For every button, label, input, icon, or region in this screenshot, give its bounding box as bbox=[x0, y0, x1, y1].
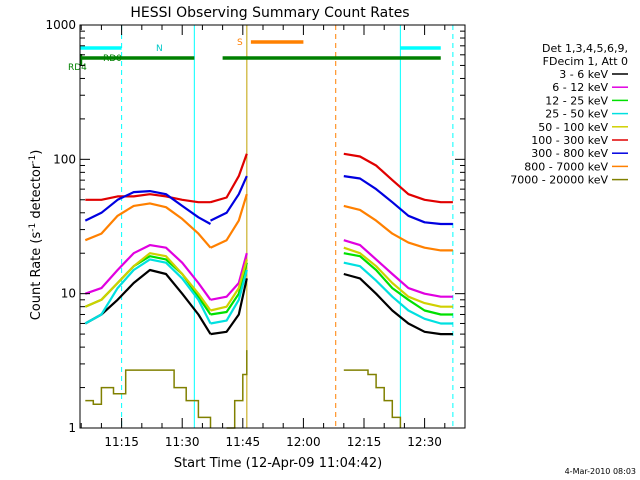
y-axis-label: Count Rate (s-1 detector-1) bbox=[28, 150, 44, 321]
flag-label-rd4: RD4 bbox=[68, 63, 87, 73]
series-line-4-seg-2 bbox=[210, 269, 248, 325]
plot-frame bbox=[79, 24, 466, 429]
series-line-2-seg-3 bbox=[343, 239, 453, 298]
series-line-6-seg-1 bbox=[85, 193, 211, 204]
series-line-1-seg-1 bbox=[84, 268, 212, 335]
series-line-7-seg-2 bbox=[210, 175, 248, 222]
x-tick-label-1: 11:15 bbox=[104, 435, 139, 449]
series-line-8-seg-3 bbox=[343, 204, 453, 252]
legend-label-4: 25 - 50 keV bbox=[545, 108, 608, 121]
series-line-6-seg-2 bbox=[210, 153, 248, 204]
chart-title: HESSI Observing Summary Count Rates bbox=[130, 5, 409, 21]
x-tick-label-6: 12:30 bbox=[407, 435, 442, 449]
flag-label-rd0: RD0 bbox=[103, 54, 122, 64]
series-line-3-seg-2 bbox=[210, 262, 248, 316]
series-line-6-seg-3 bbox=[343, 152, 453, 204]
legend-label-5: 50 - 100 keV bbox=[538, 121, 608, 134]
x-tick-label-2: 11:30 bbox=[165, 435, 200, 449]
legend-label-6: 100 - 300 keV bbox=[531, 134, 608, 147]
flag-label-s: S bbox=[237, 38, 243, 48]
series-line-1-seg-2 bbox=[210, 278, 248, 336]
series-line-8-seg-1 bbox=[84, 202, 212, 249]
series-line-4-seg-1 bbox=[84, 258, 212, 325]
x-tick-label-4: 12:00 bbox=[286, 435, 321, 449]
flag-label-n: N bbox=[156, 44, 163, 54]
series-line-9-seg-2 bbox=[226, 350, 248, 429]
legend-label-1: 3 - 6 keV bbox=[559, 68, 608, 81]
series-line-9-seg-1 bbox=[85, 369, 212, 428]
series-line-8-seg-2 bbox=[210, 193, 248, 249]
footer-timestamp: 4-Mar-2010 08:03 bbox=[565, 467, 636, 476]
series-line-5-seg-3 bbox=[343, 246, 453, 308]
x-axis-label: Start Time (12-Apr-09 11:04:42) bbox=[174, 456, 382, 471]
x-tick-label-3: 11:45 bbox=[226, 435, 261, 449]
series-line-5-seg-2 bbox=[210, 259, 248, 312]
series-line-5-seg-1 bbox=[84, 252, 212, 312]
series-line-1-seg-3 bbox=[343, 272, 453, 336]
plot-area: N RD0 RD4 S bbox=[68, 25, 454, 429]
legend-label-2: 6 - 12 keV bbox=[552, 81, 608, 94]
series-line-2-seg-2 bbox=[210, 252, 248, 301]
legend-header-1: Det 1,3,4,5,6,9, bbox=[542, 42, 628, 55]
legend-label-9: 7000 - 20000 keV bbox=[510, 174, 608, 187]
series-line-9-seg-3 bbox=[343, 369, 402, 428]
series-line-4-seg-3 bbox=[343, 261, 453, 325]
x-tick-label-5: 12:15 bbox=[347, 435, 382, 449]
legend-label-7: 300 - 800 keV bbox=[531, 147, 608, 160]
series-line-7-seg-1 bbox=[84, 190, 212, 225]
legend-header-2: FDecim 1, Att 0 bbox=[543, 55, 628, 68]
y-tick-label-2: 10 bbox=[61, 287, 76, 301]
y-tick-label-3: 100 bbox=[53, 152, 76, 166]
legend-label-8: 800 - 7000 keV bbox=[524, 160, 608, 173]
series-line-3-seg-3 bbox=[343, 252, 453, 316]
legend-label-3: 12 - 25 keV bbox=[545, 94, 608, 107]
axes: 1 10 100 1000 11:15 11:30 11:45 12:00 12:15 12:30 bbox=[45, 18, 466, 449]
y-tick-label-1: 1 bbox=[68, 421, 76, 435]
series-line-7-seg-3 bbox=[343, 175, 453, 226]
legend: Det 1,3,4,5,6,9,FDecim 1, Att 03 - 6 keV… bbox=[510, 42, 628, 187]
series-line-2-seg-1 bbox=[84, 244, 212, 301]
y-tick-label-4: 1000 bbox=[45, 18, 76, 32]
